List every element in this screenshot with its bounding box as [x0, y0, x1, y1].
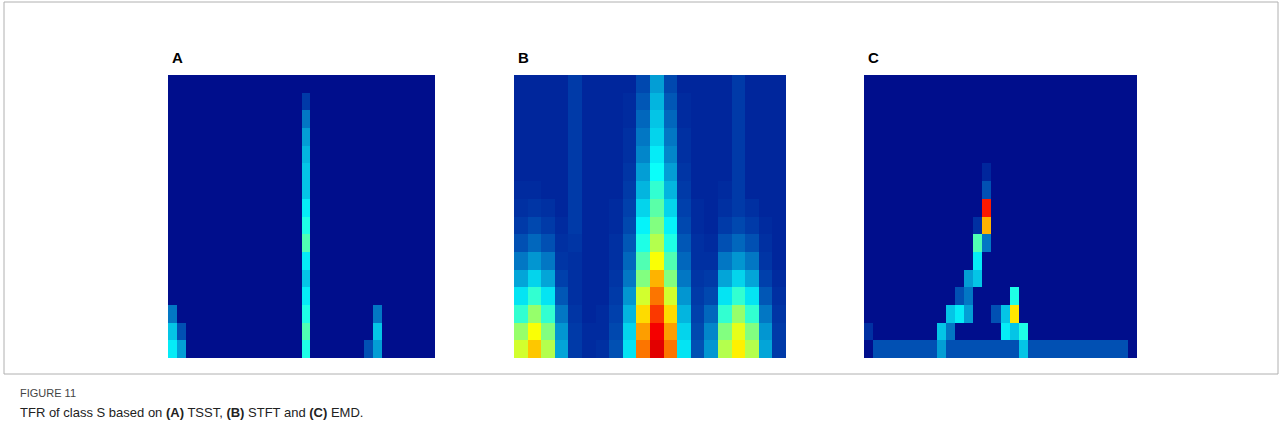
svg-text:TFR of class S based on (A) TS: TFR of class S based on (A) TSST, (B) ST… [20, 405, 363, 420]
svg-text:C: C [868, 49, 879, 66]
svg-text:A: A [172, 49, 183, 66]
svg-text:B: B [518, 49, 529, 66]
svg-text:FIGURE 11: FIGURE 11 [20, 387, 76, 399]
